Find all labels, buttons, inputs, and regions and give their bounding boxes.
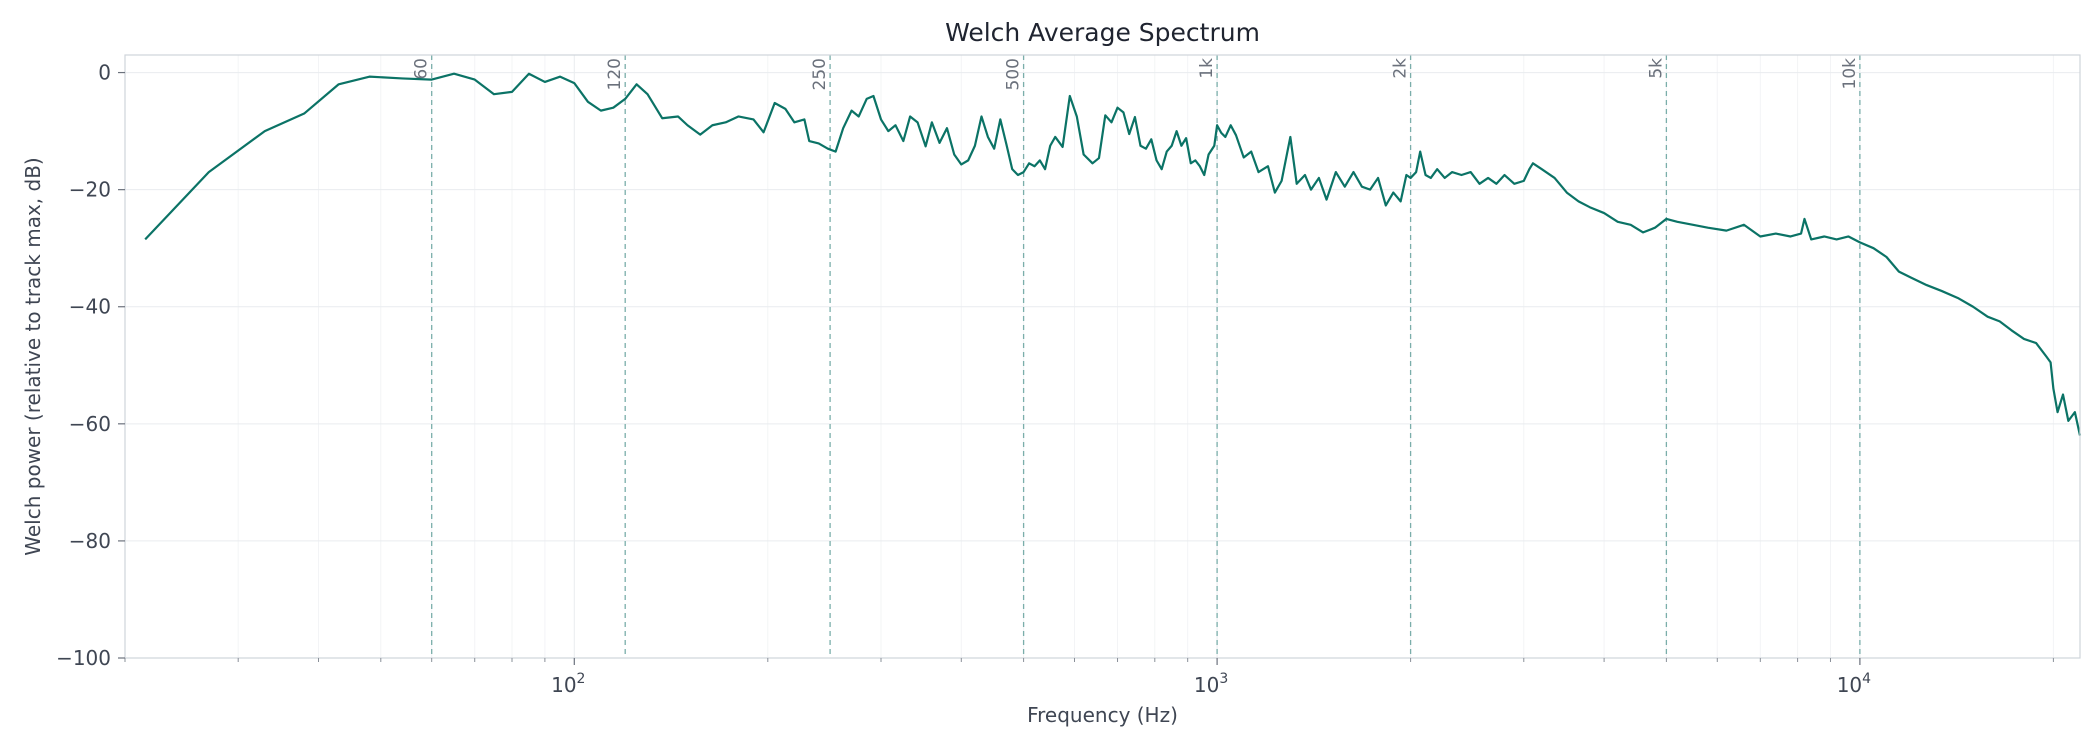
y-tick-label: −100 [56, 646, 111, 670]
axes: 102 103 104 0 −20 −40 −60 −80 −100 [56, 61, 2054, 697]
y-axis-title: Welch power (relative to track max, dB) [21, 157, 45, 555]
reference-line-label: 60 [412, 58, 432, 80]
chart-title: Welch Average Spectrum [945, 18, 1260, 47]
y-tick-label: −60 [69, 412, 111, 436]
reference-line-label: 120 [605, 58, 625, 90]
x-tick-label: 104 [1837, 671, 1871, 697]
y-tick-label: −20 [69, 178, 111, 202]
reference-line-label: 1k [1197, 58, 1217, 79]
reference-line-label: 5k [1646, 58, 1666, 79]
plot-frame [124, 54, 2081, 659]
x-axis-title: Frequency (Hz) [1027, 703, 1178, 727]
reference-lines: 60 120 250 500 1k 2k 5k 10k [412, 55, 1861, 658]
x-tick-label: 102 [551, 671, 585, 697]
y-tick-label: −80 [69, 529, 111, 553]
reference-line-label: 2k [1391, 58, 1411, 79]
grid [124, 55, 2080, 659]
x-tick-label: 103 [1194, 671, 1228, 697]
spectrum-line [144, 72, 2082, 436]
series-layer [144, 72, 2082, 436]
reference-line-label: 500 [1004, 58, 1024, 90]
reference-line-label: 10k [1840, 58, 1860, 90]
reference-line-label: 250 [810, 58, 830, 90]
y-tick-label: 0 [98, 61, 111, 85]
y-tick-label: −40 [69, 295, 111, 319]
